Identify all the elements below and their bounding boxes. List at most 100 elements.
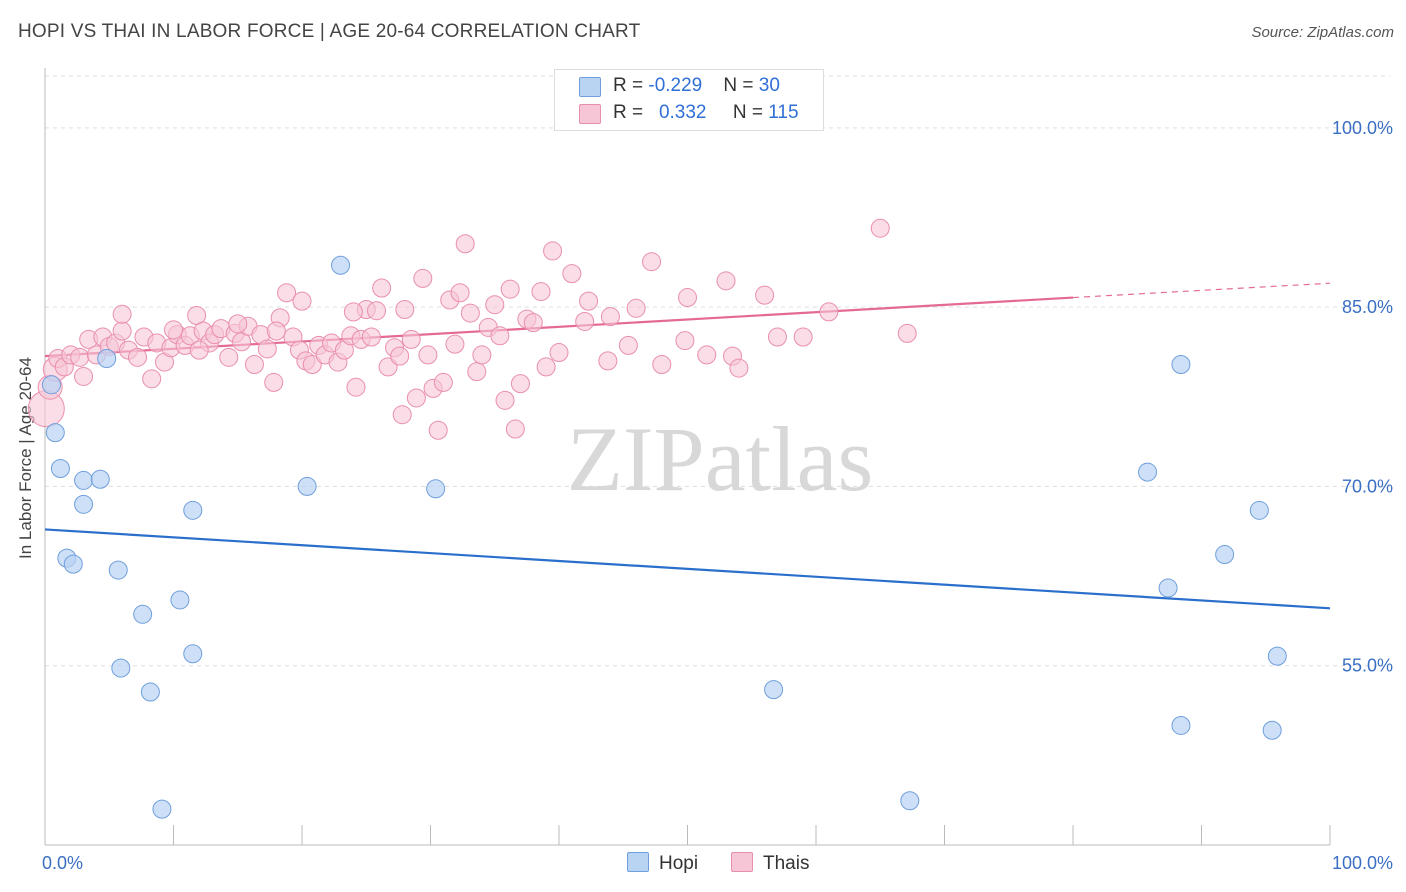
legend-item-thai[interactable]: Thais xyxy=(731,852,809,875)
thai-point-38 xyxy=(277,283,297,303)
hopi-point-21 xyxy=(900,791,920,811)
thai-n-value: 115 xyxy=(768,102,799,123)
hopi-legend-label: Hopi xyxy=(659,853,699,874)
hopi-point-14 xyxy=(331,255,351,275)
thai-point-67 xyxy=(445,334,465,354)
hopi-point-0 xyxy=(41,375,61,395)
thai-point-52 xyxy=(361,327,381,347)
thai-point-95 xyxy=(793,327,813,347)
hopi-point-3 xyxy=(74,470,94,490)
thai-point-54 xyxy=(372,278,392,298)
axes xyxy=(44,68,1331,846)
thai-point-68 xyxy=(450,283,470,303)
grid-lines xyxy=(45,75,1390,667)
thai-point-109 xyxy=(600,307,620,327)
hopi-point-4 xyxy=(90,469,110,489)
thai-point-112 xyxy=(716,271,736,291)
hopi-point-1 xyxy=(45,423,65,443)
hopi-n-label: N = xyxy=(723,75,759,96)
hopi-point-16 xyxy=(183,644,203,664)
hopi-point-18 xyxy=(140,682,160,702)
stats-legend: R = -0.229 N = 30 R = 0.332 N = 115 xyxy=(554,69,824,131)
thai-point-15 xyxy=(128,347,148,367)
thai-point-107 xyxy=(678,288,697,308)
thai-point-99 xyxy=(392,405,412,425)
x-tick-label-1: 100.0% xyxy=(1332,853,1393,873)
thai-point-64 xyxy=(428,420,448,440)
thai-point-89 xyxy=(618,335,638,355)
thai-point-29 xyxy=(219,347,239,367)
thai-point-6 xyxy=(70,347,90,367)
thai-point-70 xyxy=(460,303,480,323)
thai-point-42 xyxy=(302,354,322,374)
thai-point-71 xyxy=(467,362,487,382)
thai-point-83 xyxy=(536,357,556,377)
thai-point-74 xyxy=(485,295,505,315)
hopi-point-10 xyxy=(133,604,153,624)
hopi-point-2 xyxy=(50,458,70,478)
hopi-point-9 xyxy=(170,590,190,610)
thai-point-57 xyxy=(390,346,410,366)
thai-r-value: 0.332 xyxy=(658,102,707,123)
hopi-point-27 xyxy=(1267,646,1287,666)
thai-point-17 xyxy=(142,369,162,389)
thai-point-60 xyxy=(406,388,426,408)
hopi-point-17 xyxy=(111,658,131,678)
thai-point-61 xyxy=(413,268,433,288)
thai-point-65 xyxy=(433,372,453,392)
thai-point-113 xyxy=(729,358,749,378)
thai-point-101 xyxy=(292,291,312,311)
thai-point-100 xyxy=(343,302,363,322)
hopi-point-22 xyxy=(1171,354,1191,374)
hopi-point-23 xyxy=(1138,462,1158,482)
thai-point-86 xyxy=(562,264,582,284)
thai-point-62 xyxy=(418,345,438,365)
hopi-point-19 xyxy=(152,799,172,819)
thai-point-75 xyxy=(490,326,510,346)
hopi-point-5 xyxy=(74,494,94,514)
thai-point-96 xyxy=(870,218,890,238)
thai-point-69 xyxy=(455,234,475,254)
thai-points xyxy=(27,218,917,440)
thai-point-108 xyxy=(652,354,672,374)
hopi-point-20 xyxy=(764,680,784,700)
thai-point-105 xyxy=(164,320,183,340)
source-credit: Source: ZipAtlas.com xyxy=(1251,24,1394,41)
y-tick-label-3: 55.0% xyxy=(1342,656,1393,676)
thai-point-76 xyxy=(495,390,515,410)
tick-labels: 100.0% 85.0% 70.0% 55.0% 0.0% 100.0% xyxy=(42,118,1393,873)
hopi-point-25 xyxy=(1249,500,1269,520)
thai-point-111 xyxy=(626,298,646,318)
thai-point-78 xyxy=(505,419,525,439)
thai-point-110 xyxy=(575,311,595,331)
thai-point-82 xyxy=(531,282,551,302)
thai-point-77 xyxy=(500,279,520,299)
thai-point-72 xyxy=(472,345,492,365)
y-tick-label-0: 100.0% xyxy=(1332,118,1393,138)
thai-trendline-extension xyxy=(1072,282,1331,299)
thai-point-53 xyxy=(367,301,387,321)
hopi-point-15 xyxy=(426,479,446,499)
hopi-r-value: -0.229 xyxy=(648,75,703,96)
thai-point-90 xyxy=(642,252,662,272)
thai-point-103 xyxy=(228,314,248,334)
thai-point-92 xyxy=(697,345,717,365)
hopi-point-13 xyxy=(297,476,317,496)
x-tick-label-0: 0.0% xyxy=(42,853,83,873)
thai-point-7 xyxy=(74,366,94,386)
hopi-point-28 xyxy=(1171,715,1191,735)
thai-stats: R = 0.332 N = 115 xyxy=(613,102,799,124)
hopi-swatch xyxy=(579,77,601,97)
thai-point-98 xyxy=(755,285,775,305)
hopi-point-7 xyxy=(63,554,83,574)
chart-title: HOPI VS THAI IN LABOR FORCE | AGE 20-64 … xyxy=(18,21,641,42)
hopi-point-8 xyxy=(108,560,128,580)
thai-point-114 xyxy=(819,302,839,322)
y-tick-label-2: 70.0% xyxy=(1342,476,1393,496)
thai-n-label: N = xyxy=(732,102,769,123)
hopi-point-29 xyxy=(1262,720,1282,740)
thai-point-49 xyxy=(346,377,366,397)
legend-item-hopi[interactable]: Hopi xyxy=(627,852,698,875)
thai-legend-label: Thais xyxy=(763,853,810,874)
